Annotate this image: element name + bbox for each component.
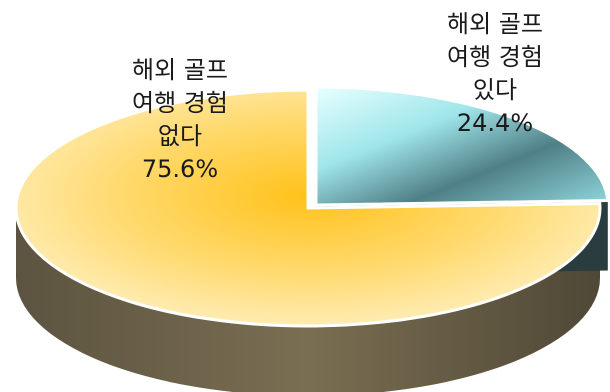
slice-value-label-2: 24.4% <box>457 109 533 137</box>
slice-label-2-line-2: 여행 경험 <box>447 43 543 71</box>
slice-value-label-1: 75.6% <box>142 155 218 183</box>
pie-slice-1 <box>14 88 602 328</box>
slice-label-2-line-3: 있다 <box>473 76 517 104</box>
slice-label-1-line-1: 해외 골프 <box>132 56 228 84</box>
pie-slice-2 <box>314 85 610 207</box>
slice-label-1-line-3: 없다 <box>158 122 202 150</box>
pie-slice-side-1 <box>16 208 600 392</box>
slice-label-2-line-1: 해외 골프 <box>447 10 543 38</box>
slice-label-1-line-2: 여행 경험 <box>132 89 228 117</box>
